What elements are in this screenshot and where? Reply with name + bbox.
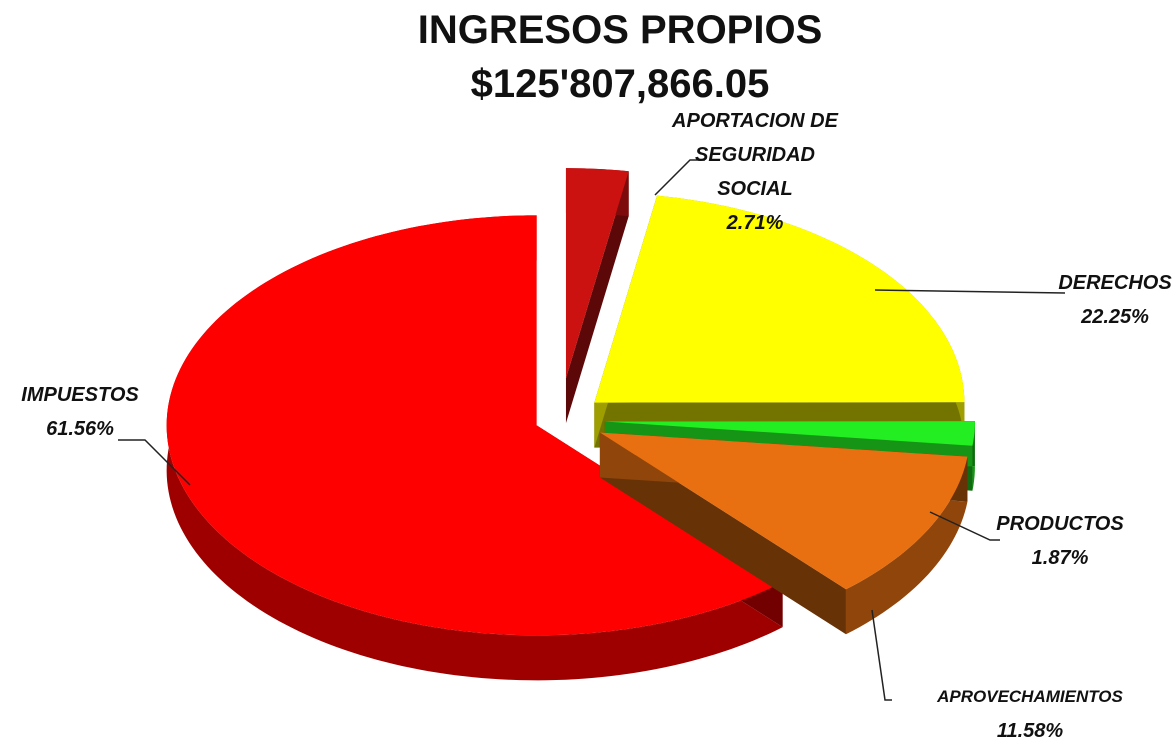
pie	[166, 168, 975, 681]
slice-top	[599, 432, 968, 590]
value-label: 22.25%	[1081, 306, 1149, 328]
leader-lines	[118, 159, 1066, 701]
chart-title: INGRESOS PROPIOS	[417, 8, 823, 52]
leader-line	[118, 439, 191, 486]
slice-label: IMPUESTOS 61.56%	[0, 378, 170, 446]
slice-top	[166, 215, 783, 636]
category-label: IMPUESTOS	[21, 384, 139, 406]
slice-label: APORTACION DE SEGURIDAD SOCIAL 2.71%	[660, 104, 850, 240]
category-label: APORTACION DE SEGURIDAD SOCIAL	[672, 110, 838, 200]
slice-side	[166, 215, 783, 681]
slice-top	[565, 168, 629, 379]
category-label: DERECHOS	[1058, 272, 1172, 294]
category-label: APROVECHAMIENTOS	[937, 687, 1123, 706]
slice-label: APROVECHAMIENTOS 11.58%	[860, 680, 1173, 748]
slice	[565, 168, 629, 424]
value-label: 2.71%	[726, 212, 784, 234]
slice-wall	[599, 432, 846, 635]
leader-line	[929, 511, 1000, 541]
leader-line	[874, 289, 1066, 294]
value-label: 1.87%	[1031, 547, 1089, 569]
slice-top	[604, 421, 975, 446]
chart-subtitle: $125'807,866.05	[470, 62, 770, 106]
slice	[166, 215, 783, 681]
leader-line	[871, 609, 892, 701]
value-label: 11.58%	[996, 720, 1064, 742]
slice-wall	[565, 171, 629, 424]
slice	[599, 432, 968, 635]
leader-line	[654, 159, 705, 196]
slice-top	[594, 195, 965, 403]
category-label: PRODUCTOS	[996, 513, 1124, 535]
slice-label: PRODUCTOS 1.87%	[960, 507, 1160, 575]
slice-label: DERECHOS 22.25%	[1020, 266, 1173, 334]
value-label: 61.56%	[46, 418, 114, 440]
